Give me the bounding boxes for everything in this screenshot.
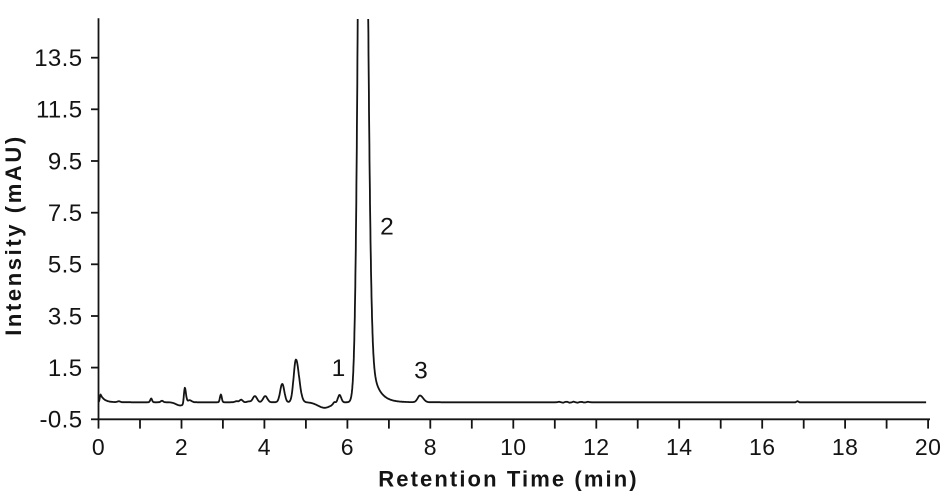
svg-text:13.5: 13.5 [34,45,82,72]
svg-text:2: 2 [380,214,394,241]
svg-text:8: 8 [424,434,437,460]
svg-text:10: 10 [500,434,526,460]
svg-text:14: 14 [666,434,692,460]
svg-text:20: 20 [915,434,941,460]
svg-text:9.5: 9.5 [48,148,83,175]
svg-text:3: 3 [414,357,428,384]
svg-text:12: 12 [583,434,609,460]
svg-text:1.5: 1.5 [48,355,83,382]
svg-text:0: 0 [92,434,105,460]
svg-text:4: 4 [258,434,271,460]
svg-text:Retention Time (min): Retention Time (min) [378,467,638,492]
svg-text:3.5: 3.5 [48,303,83,330]
svg-text:16: 16 [749,434,775,460]
svg-text:-0.5: -0.5 [40,407,83,434]
svg-text:Intensity (mAU): Intensity (mAU) [1,134,26,336]
svg-text:5.5: 5.5 [48,252,83,279]
svg-text:11.5: 11.5 [36,97,83,124]
svg-text:1: 1 [332,355,346,382]
svg-text:18: 18 [832,434,858,460]
svg-text:6: 6 [341,434,354,460]
svg-text:7.5: 7.5 [48,200,83,227]
svg-text:2: 2 [175,434,188,460]
